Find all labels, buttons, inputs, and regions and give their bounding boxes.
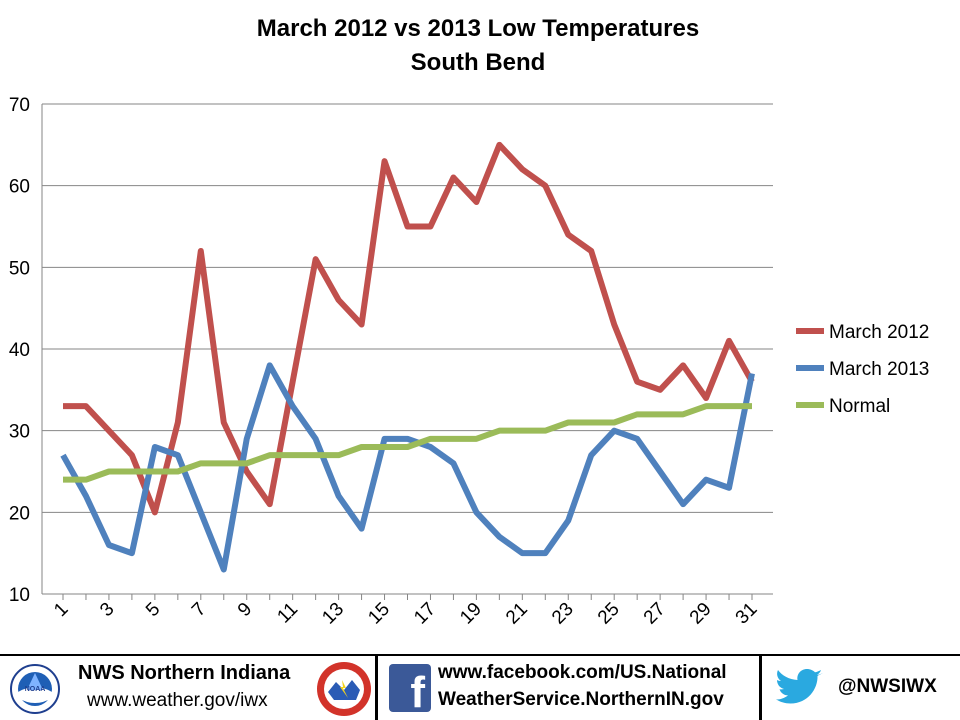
x-tick-label: 23 [548,599,578,629]
x-tick-label: 11 [273,599,302,628]
facebook-link-line2[interactable]: WeatherService.NorthernIN.gov [438,689,724,710]
y-tick-label: 30 [9,422,30,443]
chart-title-block: March 2012 vs 2013 Low Temperatures Sout… [0,12,956,80]
series-line-march-2012 [63,141,755,516]
x-tick-label: 15 [364,599,394,629]
legend-label: March 2013 [829,359,929,380]
noaa-logo-text: NOAA [25,686,46,693]
footer-divider [375,656,378,720]
y-tick-label: 60 [9,177,30,198]
series-line-normal [63,403,752,483]
y-tick-label: 50 [9,258,30,279]
x-tick-label: 27 [640,599,670,629]
legend-label: Normal [829,396,890,417]
office-name: NWS Northern Indiana [78,662,291,684]
y-tick-label: 70 [9,95,30,116]
nws-logo [317,662,371,716]
chart-title: March 2012 vs 2013 Low Temperatures [256,15,700,42]
series-line-march-2013 [60,362,755,573]
x-tick-label: 13 [318,599,348,629]
twitter-handle[interactable]: @NWSIWX [838,676,937,697]
x-tick-label: 1 [50,599,72,621]
x-tick-label: 21 [502,599,532,629]
legend-label: March 2012 [829,322,929,343]
y-tick-label: 10 [9,585,30,606]
facebook-icon[interactable]: f [389,664,431,717]
office-url[interactable]: www.weather.gov/iwx [87,690,268,711]
x-tick-label: 17 [410,599,440,629]
facebook-link-line1[interactable]: www.facebook.com/US.National [438,662,727,683]
x-tick-label: 25 [594,599,624,629]
x-tick-label: 31 [732,599,762,629]
y-tick-label: 20 [9,503,30,524]
x-tick-label: 3 [96,599,118,621]
chart-subtitle: South Bend [410,49,546,76]
x-tick-label: 19 [456,599,486,629]
x-tick-label: 5 [142,599,164,621]
x-tick-label: 29 [686,599,716,629]
footer-divider [759,656,762,720]
twitter-icon[interactable] [776,666,824,710]
y-tick-label: 40 [9,340,30,361]
x-tick-label: 7 [188,599,210,621]
footer-office-section: NOAA NWS Northern Indiana www.weather.go… [0,656,376,720]
x-tick-label: 9 [234,599,256,621]
footer: NOAA NWS Northern Indiana www.weather.go… [0,654,960,720]
noaa-logo: NOAA [10,664,60,714]
